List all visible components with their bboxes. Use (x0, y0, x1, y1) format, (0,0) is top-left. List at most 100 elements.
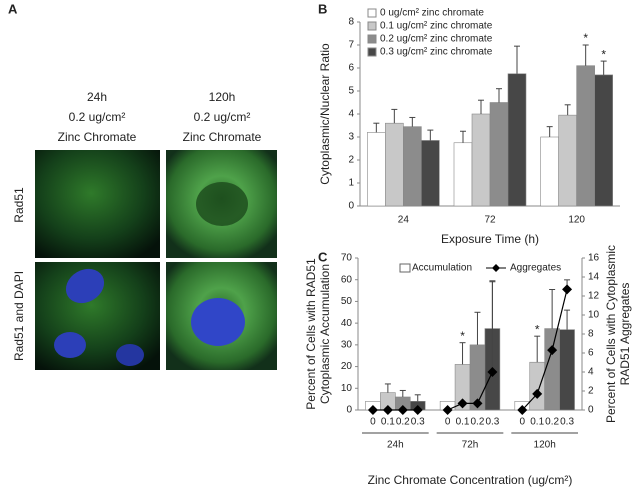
bar (507, 73, 527, 207)
y-tick-label: 0 (348, 201, 354, 212)
legend-swatch (367, 21, 377, 31)
y-tick-label: 6 (348, 63, 354, 74)
marker (382, 405, 393, 415)
nucleus (65, 268, 105, 304)
marker (442, 405, 453, 415)
x-tick-label: 0 (445, 417, 451, 428)
y-tick-label: 50 (341, 296, 353, 307)
marker (457, 398, 468, 409)
y-tick-label: 40 (341, 318, 353, 329)
x-tick-label: 24 (398, 215, 410, 226)
y2-tick-label: 8 (588, 329, 594, 340)
significance: * (583, 31, 588, 45)
marker (472, 398, 483, 409)
marker (397, 405, 408, 415)
bar (544, 328, 560, 411)
legend-swatch (367, 47, 377, 57)
nucleus (196, 182, 248, 226)
y2-tick-label: 0 (588, 405, 594, 416)
x-tick-label: 0.2 (545, 417, 559, 428)
x-tick-label: 0.3 (560, 417, 574, 428)
legend-marker (492, 264, 500, 272)
group-label: 24h (387, 440, 404, 451)
marker (367, 405, 378, 415)
y-axis-label: Cytoplasmic/Nuclear Ratio (318, 43, 332, 185)
x-tick-label: 120 (568, 215, 585, 226)
y-axis-label: Percent of Cells with RAD51 (304, 258, 318, 410)
y-tick-label: 8 (348, 17, 354, 28)
x-tick-label: 0.1 (381, 417, 395, 428)
y-tick-label: 10 (341, 383, 353, 394)
y-tick-label: 2 (348, 155, 354, 166)
bar (558, 114, 577, 207)
y-tick-label: 7 (348, 40, 354, 51)
group-label: 72h (462, 440, 479, 451)
time: 24h (87, 90, 107, 104)
nucleus (116, 344, 144, 366)
y-tick-label: 4 (348, 109, 354, 120)
y2-tick-label: 16 (588, 253, 600, 264)
x-tick-label: 0.2 (471, 417, 485, 428)
x-tick-label: 0.1 (456, 417, 470, 428)
legend-label: Accumulation (412, 263, 472, 274)
significance: * (535, 322, 540, 336)
legend-swatch (367, 34, 377, 44)
legend-label: 0 ug/cm² zinc chromate (380, 8, 484, 19)
line (447, 371, 493, 411)
column-header: 24h 0.2 ug/cm² Zinc Chromate 120h 0.2 ug… (58, 90, 262, 144)
bar (559, 329, 575, 411)
x-tick-label: 0 (370, 417, 376, 428)
bar (576, 65, 595, 207)
agent: Zinc Chromate (183, 130, 262, 144)
significance: * (601, 47, 606, 61)
y-tick-label: 30 (341, 339, 353, 350)
x-tick-label: 0 (519, 417, 525, 428)
x-tick-label: 0.1 (530, 417, 544, 428)
marker (562, 284, 573, 295)
x-tick-label: 0.3 (411, 417, 425, 428)
bar (403, 126, 422, 207)
marker (412, 405, 423, 415)
y-tick-label: 5 (348, 86, 354, 97)
marker (532, 388, 543, 399)
row-label: Rad51 and DAPI (12, 271, 26, 361)
y-axis-label: Cytoplasmic Accumulation (318, 264, 332, 404)
x-tick-label: 0.3 (485, 417, 499, 428)
y2-tick-label: 2 (588, 386, 594, 397)
group-label: 120h (534, 440, 556, 451)
panel-label: A (8, 1, 18, 16)
panel-label: C (318, 249, 328, 264)
bar (540, 136, 559, 207)
y-tick-label: 0 (346, 405, 352, 416)
y2-tick-label: 10 (588, 310, 600, 321)
bar (594, 74, 613, 207)
micrographs (35, 150, 277, 370)
bar (367, 132, 386, 207)
marker (547, 345, 558, 356)
time: 120h (209, 90, 236, 104)
legend-swatch (399, 263, 411, 273)
y2-tick-label: 14 (588, 272, 600, 283)
y-tick-label: 3 (348, 132, 354, 143)
nucleus (191, 298, 245, 346)
legend-label: Aggregates (510, 263, 561, 274)
y-tick-label: 70 (341, 253, 353, 264)
legend-label: 0.3 ug/cm² zinc chromate (380, 47, 493, 58)
y-tick-label: 60 (341, 274, 353, 285)
x-axis-label: Zinc Chromate Concentration (ug/cm²) (368, 473, 573, 487)
row-label: Rad51 (12, 187, 26, 223)
x-axis-label: Exposure Time (h) (441, 232, 539, 246)
bar (421, 140, 440, 207)
x-tick-label: 72 (484, 215, 496, 226)
y-tick-label: 20 (341, 361, 353, 372)
bar (489, 102, 509, 207)
nucleus (54, 332, 86, 358)
bar (529, 361, 545, 411)
line (521, 289, 568, 411)
y2-axis-label: Percent of Cells with Cytoplasmic (604, 245, 618, 423)
legend-label: 0.2 ug/cm² zinc chromate (380, 34, 493, 45)
marker (487, 367, 498, 377)
marker (517, 405, 528, 415)
y2-tick-label: 6 (588, 348, 594, 359)
